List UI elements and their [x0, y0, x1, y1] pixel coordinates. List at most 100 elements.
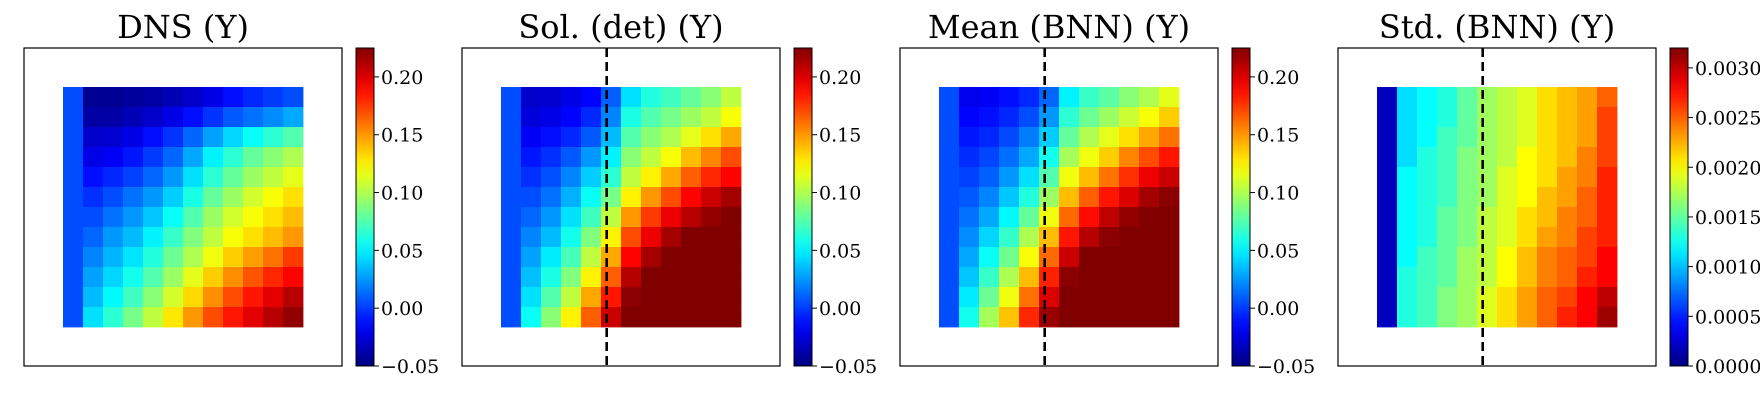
heatmap-cell	[163, 287, 184, 308]
heatmap-cell	[521, 287, 542, 308]
heatmap-cell	[641, 87, 662, 108]
heatmap-cell	[1059, 267, 1080, 288]
heatmap-cell	[1139, 187, 1160, 208]
heatmap-cell	[1557, 227, 1578, 248]
heatmap-cell	[1497, 247, 1518, 268]
heatmap-cell	[721, 147, 742, 168]
heatmap-cell	[681, 267, 702, 288]
heatmap-cell	[1577, 307, 1598, 328]
heatmap-cell	[1397, 187, 1418, 208]
heatmap-cell	[999, 167, 1020, 188]
colorbar-tick-label: 0.10	[1257, 183, 1299, 205]
heatmap-cell	[701, 127, 722, 148]
heatmap-cell	[641, 307, 662, 328]
heatmap-cell	[1597, 167, 1618, 188]
heatmap-cell	[1477, 187, 1498, 208]
heatmap-cell	[721, 207, 742, 228]
heatmap-cell	[83, 107, 104, 128]
heatmap-cell	[203, 187, 224, 208]
heatmap-cell	[1537, 247, 1558, 268]
heatmap-cell	[581, 147, 602, 168]
heatmap-cell	[1597, 87, 1618, 108]
heatmap-cell	[721, 307, 742, 328]
heatmap-cell	[681, 207, 702, 228]
heatmap-cell	[1059, 127, 1080, 148]
heatmap-cell	[1517, 87, 1538, 108]
heatmap-cell	[681, 127, 702, 148]
colorbar-tick-label: 0.0000	[1695, 356, 1760, 378]
heatmap-cell	[1417, 287, 1438, 308]
heatmap-cell	[183, 227, 204, 248]
heatmap-cell	[939, 307, 960, 328]
heatmap-cell	[521, 87, 542, 108]
heatmap-cell	[1477, 207, 1498, 228]
heatmap-cell	[243, 147, 264, 168]
heatmap-cell	[959, 207, 980, 228]
heatmap-cell	[999, 287, 1020, 308]
heatmap-cell	[1099, 147, 1120, 168]
heatmap-cell	[1437, 207, 1458, 228]
heatmap-cell	[1437, 187, 1458, 208]
heatmap-cell	[1079, 107, 1100, 128]
heatmap-cell	[283, 247, 304, 268]
heatmap-cell	[1557, 87, 1578, 108]
heatmap-cell	[999, 187, 1020, 208]
heatmap-cell	[501, 87, 522, 108]
heatmap-cell	[63, 267, 84, 288]
heatmap-cell	[701, 207, 722, 228]
heatmap-cell	[999, 147, 1020, 168]
heatmap-cell	[1059, 227, 1080, 248]
heatmap-cell	[1397, 267, 1418, 288]
heatmap-cell	[1397, 247, 1418, 268]
heatmap-cell	[959, 107, 980, 128]
heatmap-cell	[959, 167, 980, 188]
heatmap-cell	[979, 87, 1000, 108]
heatmap-cell	[1159, 287, 1180, 308]
heatmap-cell	[1577, 207, 1598, 228]
heatmap-cell	[561, 307, 582, 328]
heatmap-cell	[1457, 287, 1478, 308]
heatmap-cell	[263, 227, 284, 248]
heatmap-cell	[661, 107, 682, 128]
heatmap-cell	[263, 307, 284, 328]
heatmap-cell	[681, 307, 702, 328]
colorbar-tick-label: 0.00	[1257, 298, 1299, 320]
heatmap-cell	[1397, 287, 1418, 308]
heatmap-cell	[183, 167, 204, 188]
heatmap-cell	[1457, 87, 1478, 108]
heatmap-cell	[123, 187, 144, 208]
colorbar-tick-label: 0.05	[381, 240, 423, 262]
heatmap-cell	[939, 247, 960, 268]
heatmap-cell	[979, 207, 1000, 228]
heatmap-cell	[1019, 307, 1040, 328]
heatmap-cell	[1497, 227, 1518, 248]
heatmap-cell	[283, 87, 304, 108]
heatmap-cell	[1497, 267, 1518, 288]
heatmap-cell	[223, 207, 244, 228]
heatmap-cell	[1159, 107, 1180, 128]
heatmap-cell	[1079, 167, 1100, 188]
heatmap-cell	[1099, 267, 1120, 288]
heatmap-cell	[223, 167, 244, 188]
heatmap-cell	[1417, 307, 1438, 328]
colorbar-tick-label: 0.0010	[1695, 257, 1760, 279]
heatmap-cell	[939, 267, 960, 288]
heatmap-cell	[1039, 87, 1060, 108]
heatmap-cell	[223, 307, 244, 328]
heatmap-cell	[223, 107, 244, 128]
heatmap-cell	[1079, 287, 1100, 308]
heatmap-cell	[83, 87, 104, 108]
heatmap-cell	[123, 107, 144, 128]
heatmap-cell	[123, 207, 144, 228]
heatmap-cell	[123, 247, 144, 268]
colorbar-tick-label: −0.05	[1257, 356, 1315, 378]
heatmap-cell	[1019, 87, 1040, 108]
heatmap-cell	[561, 267, 582, 288]
heatmap-cell	[1557, 267, 1578, 288]
heatmap-cell	[1119, 187, 1140, 208]
heatmap-cell	[641, 287, 662, 308]
heatmap-cell	[243, 107, 264, 128]
heatmap-cell	[1039, 167, 1060, 188]
heatmap-cell	[223, 87, 244, 108]
